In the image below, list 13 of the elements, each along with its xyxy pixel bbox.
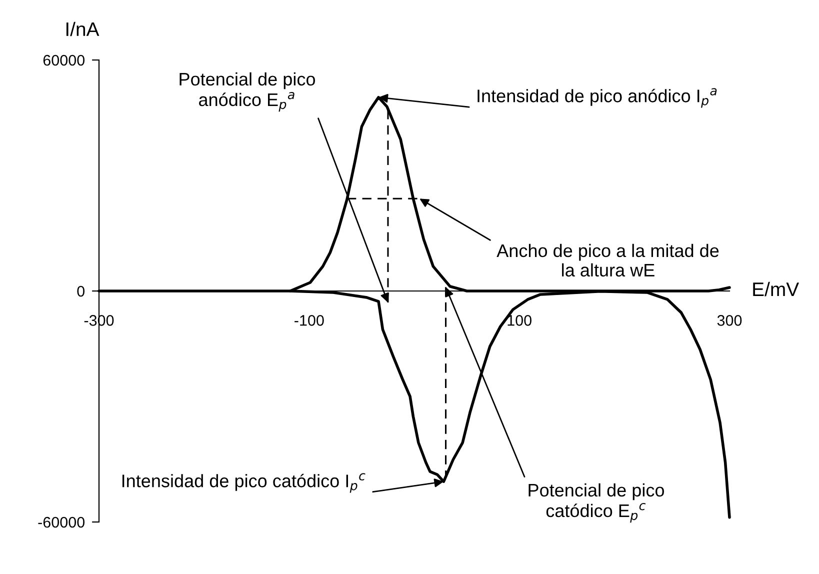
- x-axis-title: E/mV: [753, 282, 800, 296]
- annotation: Intensidad de pico catódico I$_{p}$$^{c}$: [122, 473, 366, 493]
- annotation: Ancho de pico a la mitad de la altura wE: [496, 244, 719, 277]
- y-tick-label: -60000: [38, 516, 85, 528]
- annotation: Potencial de pico anódico E$_{p}$$^{a}$: [180, 72, 316, 112]
- x-tick-label: 100: [508, 315, 532, 326]
- x-tick-label: -100: [294, 315, 324, 326]
- y-tick-label: 0: [77, 286, 85, 297]
- annotation: Intensidad de pico anódico I$_{p}$$^{a}$: [478, 88, 717, 108]
- y-axis-title: I/nA: [66, 22, 100, 36]
- y-tick-label: 60000: [43, 54, 85, 66]
- x-tick-label: 300: [717, 315, 742, 326]
- annotation: Potencial de pico catódico E$_{p}$$^{c}$: [528, 483, 664, 523]
